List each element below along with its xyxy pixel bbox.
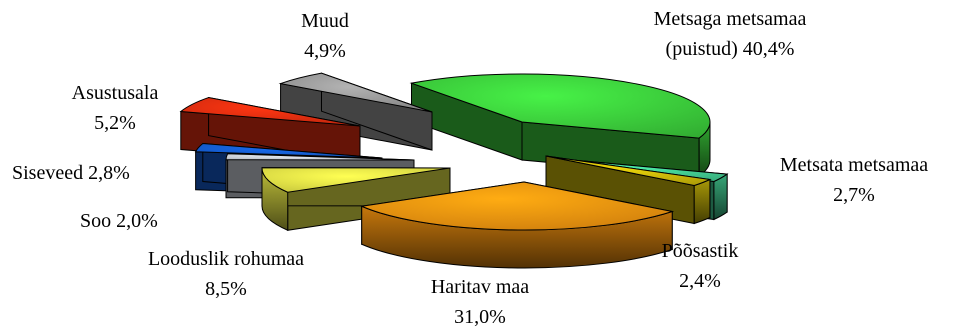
pie-slice-top-haritav-maa <box>359 181 675 231</box>
pie-slice-muud <box>278 72 433 151</box>
label-muud-line1: Muud <box>301 10 349 32</box>
label-metsaga-metsamaa-line1: Metsaga metsamaa <box>653 8 807 30</box>
label-looduslik-rohumaa-line2: 8,5% <box>205 278 247 300</box>
label-looduslik-rohumaa-line1: Looduslik rohumaa <box>147 248 305 270</box>
label-metsata-metsamaa-line1: Metsata metsamaa <box>779 154 929 176</box>
label-poosastik-line1: Põõsastik <box>661 240 739 262</box>
pie-slice-wall-p-sastik <box>693 178 711 225</box>
label-metsaga-metsamaa-line2: (puistud) 40,4% <box>665 38 795 60</box>
pie-slice-top-muud <box>278 72 433 113</box>
label-haritav-maa-line1: Haritav maa <box>430 276 530 298</box>
pie-slice-top-siseveed <box>194 142 383 159</box>
label-asustusala-line2: 5,2% <box>94 112 136 134</box>
pie-slice-top-metsaga-metsamaa-puistud <box>409 73 711 139</box>
pie-slice-p-sastik <box>545 155 712 225</box>
pie-slice-top-looduslik-rohumaa <box>261 167 451 193</box>
label-metsata-metsamaa: Metsata metsamaa 2,7% <box>748 150 960 210</box>
label-muud: Muud 4,9% <box>280 6 370 66</box>
label-looduslik-rohumaa: Looduslik rohumaa 8,5% <box>106 244 346 304</box>
pie-slice-haritav-maa <box>359 181 675 269</box>
label-soo: Soo 2,0% <box>80 206 158 236</box>
label-siseveed: Siseveed 2,8% <box>12 158 130 188</box>
label-haritav-maa-line2: 31,0% <box>454 306 506 328</box>
label-muud-line2: 4,9% <box>304 40 346 62</box>
pie-slice-top-asustusala <box>179 97 361 127</box>
label-metsata-metsamaa-line2: 2,7% <box>833 184 875 206</box>
pie-slice-top-p-sastik <box>545 155 712 187</box>
label-haritav-maa: Haritav maa 31,0% <box>400 272 560 332</box>
pie-slice-top-soo <box>225 153 415 161</box>
label-poosastik: Põõsastik 2,4% <box>630 236 770 296</box>
label-asustusala: Asustusala 5,2% <box>50 78 180 138</box>
label-siseveed-line1: Siseveed 2,8% <box>12 162 130 184</box>
label-metsaga-metsamaa: Metsaga metsamaa (puistud) 40,4% <box>600 4 860 64</box>
label-asustusala-line1: Asustusala <box>71 82 159 104</box>
label-poosastik-line2: 2,4% <box>679 270 721 292</box>
label-soo-line1: Soo 2,0% <box>80 210 158 232</box>
